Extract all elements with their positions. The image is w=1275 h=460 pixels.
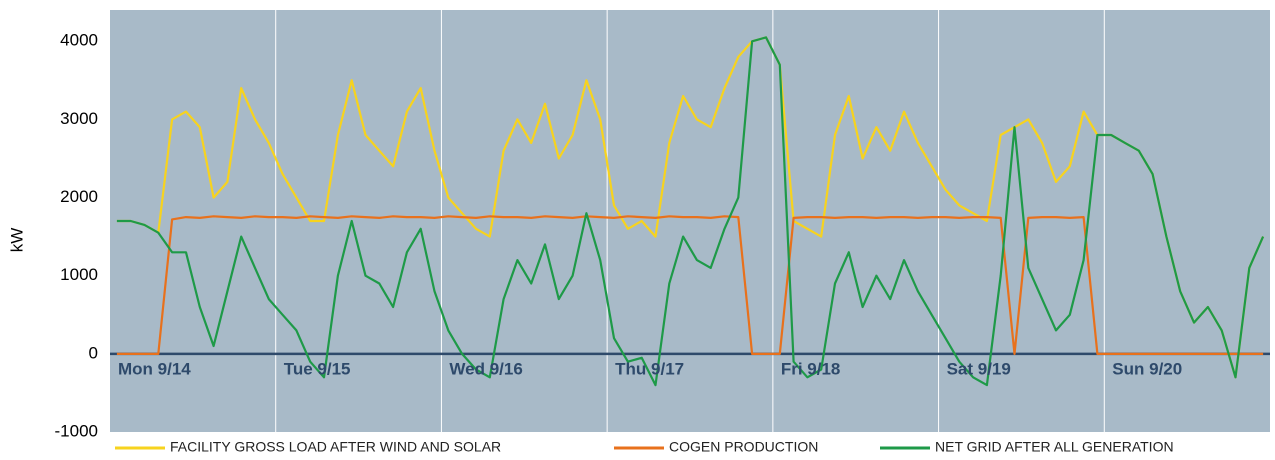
x-tick-label: Sun 9/20 <box>1112 359 1182 378</box>
series-line <box>116 215 1264 355</box>
plot-area <box>110 10 1270 432</box>
y-tick-label: -1000 <box>55 421 98 440</box>
series-line <box>116 36 1265 387</box>
legend-label: NET GRID AFTER ALL GENERATION <box>935 439 1174 455</box>
x-tick-label: Sat 9/19 <box>947 359 1011 378</box>
x-tick-label: Thu 9/17 <box>615 359 684 378</box>
legend-label: FACILITY GROSS LOAD AFTER WIND AND SOLAR <box>170 439 501 455</box>
x-tick-label: Fri 9/18 <box>781 359 841 378</box>
y-tick-label: 2000 <box>60 187 98 206</box>
y-tick-label: 3000 <box>60 109 98 128</box>
legend-label: COGEN PRODUCTION <box>669 439 818 455</box>
y-tick-label: 1000 <box>60 265 98 284</box>
y-tick-label: 0 <box>89 343 98 362</box>
y-tick-label: 4000 <box>60 31 98 50</box>
x-tick-label: Mon 9/14 <box>118 359 191 378</box>
x-tick-label: Tue 9/15 <box>284 359 351 378</box>
y-axis-label: kW <box>7 228 26 253</box>
x-tick-label: Wed 9/16 <box>449 359 522 378</box>
